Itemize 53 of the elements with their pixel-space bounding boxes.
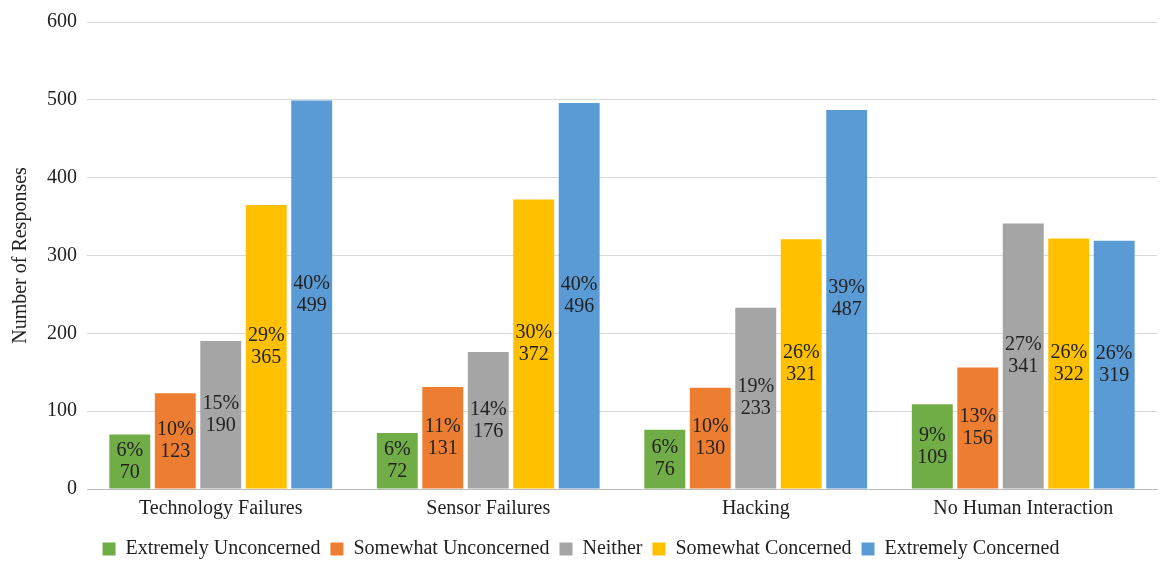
data-label: 10% 130 — [691, 414, 729, 459]
x-tick-label: Sensor Failures — [426, 496, 551, 519]
data-label: 9% 109 — [917, 422, 948, 467]
data-label: 10% 123 — [156, 417, 194, 462]
bar — [780, 239, 822, 489]
legend-label: Extremely Concerned — [884, 536, 1060, 560]
bar — [826, 109, 868, 489]
x-tick-label: No Human Interaction — [933, 496, 1114, 519]
bar — [422, 387, 464, 489]
bar — [1048, 238, 1090, 489]
legend-label: Neither — [582, 536, 643, 559]
data-label: 14% 176 — [469, 396, 507, 441]
data-label: 15% 190 — [202, 391, 240, 436]
data-label: 6% 72 — [383, 436, 411, 481]
data-label: 39% 487 — [828, 275, 866, 320]
data-label: 26% 321 — [782, 340, 820, 385]
data-label: 6% 70 — [116, 437, 144, 482]
y-tick-label: 500 — [47, 87, 77, 110]
legend-label: Extremely Unconcerned — [125, 536, 321, 560]
data-label: 27% 341 — [1004, 332, 1042, 377]
data-label: 6% 76 — [651, 435, 679, 480]
bar — [291, 100, 333, 489]
bar — [558, 102, 600, 489]
bar — [689, 387, 731, 489]
data-label: 40% 496 — [560, 271, 598, 316]
y-tick-label: 0 — [67, 476, 77, 499]
data-label: 30% 372 — [515, 320, 553, 365]
data-label: 29% 365 — [247, 322, 285, 367]
bar — [200, 341, 242, 489]
y-tick-label: 300 — [47, 242, 77, 265]
y-tick-label: 600 — [47, 9, 77, 32]
x-tick-label: Technology Failures — [138, 496, 303, 520]
bar — [154, 393, 196, 489]
y-tick-label: 100 — [47, 398, 77, 421]
data-label: 11% 131 — [424, 414, 461, 459]
legend-label: Somewhat Concerned — [675, 536, 852, 559]
x-tick-label: Hacking — [721, 496, 790, 520]
y-tick-label: 200 — [47, 320, 77, 343]
bar — [1002, 223, 1044, 489]
bar — [513, 199, 555, 489]
y-tick-label: 400 — [47, 164, 77, 187]
data-label: 40% 499 — [293, 270, 331, 315]
bar — [1093, 240, 1135, 489]
legend-label: Somewhat Unconcerned — [353, 536, 550, 559]
bar — [957, 367, 999, 489]
data-label: 26% 319 — [1095, 340, 1133, 385]
bar — [467, 352, 509, 489]
y-axis-title: Number of Responses — [8, 166, 32, 344]
data-label: 19% 233 — [737, 374, 775, 419]
bar — [245, 204, 287, 489]
bar — [735, 307, 777, 489]
data-label: 13% 156 — [959, 404, 997, 449]
data-label: 26% 322 — [1050, 339, 1088, 384]
